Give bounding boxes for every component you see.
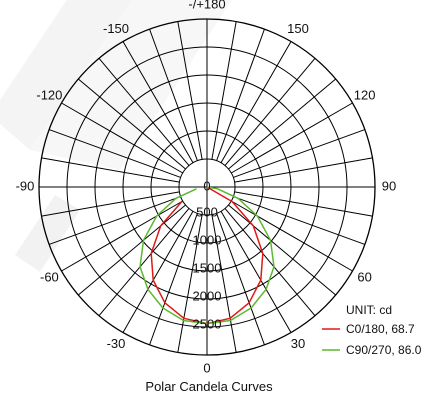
unit-label: UNIT: cd bbox=[346, 303, 392, 317]
polar-grid bbox=[38, 18, 376, 356]
grid-spoke bbox=[230, 102, 353, 174]
grid-spoke bbox=[216, 28, 265, 161]
legend: UNIT: cd C0/180, 68.7 C90/270, 86.0 bbox=[322, 303, 422, 357]
grid-spoke bbox=[41, 157, 180, 183]
grid-spoke bbox=[224, 57, 316, 166]
grid-spoke bbox=[224, 208, 316, 317]
angle-label: -90 bbox=[16, 178, 35, 193]
grid-spoke bbox=[230, 200, 353, 272]
grid-spoke bbox=[211, 214, 237, 353]
angle-label: -30 bbox=[107, 336, 126, 351]
radial-tick-label: 1500 bbox=[193, 260, 222, 275]
grid-spoke bbox=[48, 129, 181, 178]
grid-spoke bbox=[228, 78, 337, 170]
angle-label: -120 bbox=[36, 87, 62, 102]
legend-item-c0: C0/180, 68.7 bbox=[346, 322, 415, 336]
grid-spoke bbox=[149, 213, 198, 346]
legend-item-c90: C90/270, 86.0 bbox=[346, 343, 422, 357]
angle-label: -/+180 bbox=[188, 0, 225, 11]
chart-title: Polar Candela Curves bbox=[145, 379, 273, 394]
grid-spoke bbox=[233, 129, 366, 178]
grid-spoke bbox=[177, 21, 203, 160]
grid-spoke bbox=[48, 196, 181, 245]
curve-series-0 bbox=[150, 186, 264, 325]
grid-spoke bbox=[211, 21, 237, 160]
grid-spoke bbox=[122, 210, 194, 333]
radial-labels: 0 500 1000 1500 2000 2500 bbox=[193, 178, 222, 331]
grid-spoke bbox=[122, 41, 194, 164]
radial-tick-label: 2000 bbox=[193, 288, 222, 303]
angle-label: 0 bbox=[203, 360, 210, 375]
angle-label: 30 bbox=[291, 336, 305, 351]
grid-spoke bbox=[220, 41, 292, 164]
radial-tick-label: 2500 bbox=[193, 316, 222, 331]
grid-spoke bbox=[61, 102, 184, 174]
curve-series-1 bbox=[139, 186, 275, 325]
grid-spoke bbox=[233, 196, 366, 245]
candela-curves bbox=[139, 186, 275, 325]
angle-label: 90 bbox=[382, 178, 396, 193]
grid-spoke bbox=[77, 78, 186, 170]
grid-spoke bbox=[220, 210, 292, 333]
grid-spoke bbox=[228, 204, 337, 296]
grid-spoke bbox=[234, 157, 373, 183]
grid-spoke bbox=[98, 208, 190, 317]
grid-spoke bbox=[77, 204, 186, 296]
grid-spoke bbox=[149, 28, 198, 161]
angle-label: 120 bbox=[354, 87, 376, 102]
radial-tick-label: 500 bbox=[196, 204, 218, 219]
grid-spoke bbox=[216, 213, 265, 346]
radial-tick-label: 0 bbox=[203, 178, 210, 193]
angle-label: -60 bbox=[40, 269, 59, 284]
angle-labels: 0 30 60 90 120 150 -/+180 -150 -120 -90 -60 -30 bbox=[16, 0, 397, 375]
grid-spoke bbox=[234, 191, 373, 217]
angle-label: 150 bbox=[287, 21, 309, 36]
angle-label: 60 bbox=[357, 269, 371, 284]
grid-spoke bbox=[41, 191, 180, 217]
grid-spoke bbox=[61, 200, 184, 272]
grid-spoke bbox=[177, 214, 203, 353]
grid-spoke bbox=[98, 57, 190, 166]
angle-label: -150 bbox=[103, 21, 129, 36]
radial-tick-label: 1000 bbox=[193, 232, 222, 247]
